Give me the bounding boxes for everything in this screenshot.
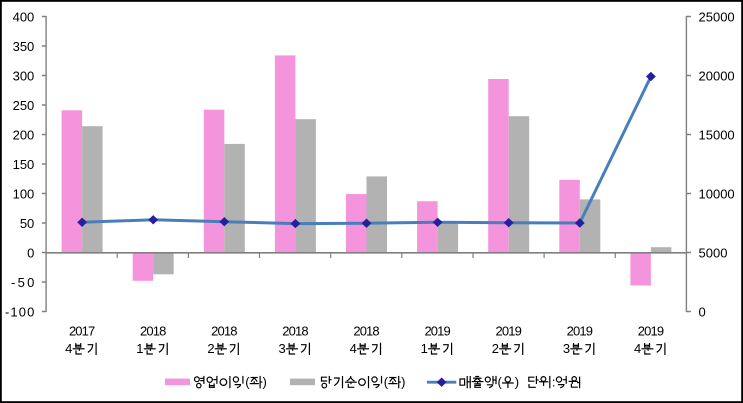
svg-text:(: ( bbox=[384, 375, 389, 390]
svg-text:4: 4 bbox=[634, 341, 641, 356]
svg-text:-100: -100 bbox=[5, 305, 34, 320]
svg-text:2019: 2019 bbox=[638, 323, 664, 338]
svg-text:3: 3 bbox=[278, 341, 285, 356]
svg-text:4: 4 bbox=[65, 341, 72, 356]
svg-text:-50: -50 bbox=[11, 275, 34, 290]
svg-text:1: 1 bbox=[136, 341, 143, 356]
svg-text:200: 200 bbox=[13, 128, 35, 143]
svg-text:350: 350 bbox=[13, 39, 35, 54]
svg-text:): ) bbox=[515, 375, 519, 390]
svg-text:5000: 5000 bbox=[699, 246, 728, 261]
svg-text:300: 300 bbox=[13, 69, 35, 84]
svg-text:): ) bbox=[401, 375, 405, 390]
svg-text:2: 2 bbox=[492, 341, 499, 356]
svg-text:2017: 2017 bbox=[69, 323, 95, 338]
svg-text:15000: 15000 bbox=[699, 128, 735, 143]
svg-text:250: 250 bbox=[13, 98, 35, 113]
svg-text:0: 0 bbox=[699, 305, 706, 320]
svg-text:2018: 2018 bbox=[282, 323, 308, 338]
svg-text:0: 0 bbox=[27, 246, 34, 261]
svg-text:2019: 2019 bbox=[567, 323, 593, 338]
svg-text:2019: 2019 bbox=[496, 323, 522, 338]
svg-text:10000: 10000 bbox=[699, 187, 735, 202]
svg-text:2: 2 bbox=[207, 341, 214, 356]
svg-text:2019: 2019 bbox=[424, 323, 450, 338]
svg-text:25000: 25000 bbox=[699, 10, 735, 25]
svg-text:(: ( bbox=[245, 375, 250, 390]
svg-text:400: 400 bbox=[13, 10, 35, 25]
svg-text:): ) bbox=[263, 375, 267, 390]
svg-text:2018: 2018 bbox=[211, 323, 237, 338]
svg-text:(: ( bbox=[498, 375, 503, 390]
svg-text:50: 50 bbox=[20, 216, 34, 231]
svg-text::: : bbox=[552, 375, 556, 390]
svg-text:2018: 2018 bbox=[140, 323, 166, 338]
svg-text:1: 1 bbox=[421, 341, 428, 356]
svg-text:3: 3 bbox=[563, 341, 570, 356]
svg-text:150: 150 bbox=[13, 157, 35, 172]
svg-text:100: 100 bbox=[13, 187, 35, 202]
svg-text:4: 4 bbox=[350, 341, 357, 356]
svg-text:20000: 20000 bbox=[699, 69, 735, 84]
svg-text:2018: 2018 bbox=[353, 323, 379, 338]
